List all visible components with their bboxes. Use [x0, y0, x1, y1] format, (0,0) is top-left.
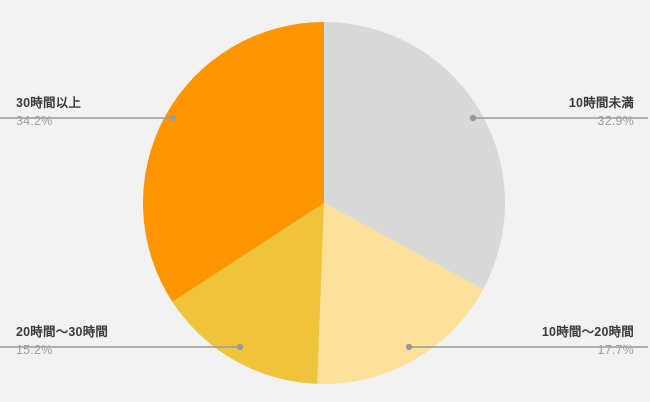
callout-label: 30時間以上 [16, 96, 82, 110]
callout-label: 10時間〜20時間 [541, 325, 634, 339]
leader-line-dot [405, 343, 413, 351]
pie-slice-group [143, 22, 506, 384]
callout-label: 10時間未満 [568, 96, 634, 110]
callout-10-to-20-hours: 10時間〜20時間 17.7% [424, 325, 634, 358]
leader-line-dot [169, 114, 177, 122]
pie-slice [317, 203, 484, 384]
callout-under-10-hours: 10時間未満 32.9% [424, 96, 634, 129]
callout-value: 32.9% [597, 114, 634, 128]
callout-value: 15.2% [16, 343, 53, 357]
pie-slice [324, 22, 506, 290]
leader-line-dot [469, 114, 477, 122]
callout-30-hours-or-more: 30時間以上 34.2% [16, 96, 226, 129]
callout-label: 20時間〜30時間 [16, 325, 109, 339]
callout-value: 17.7% [597, 343, 634, 357]
callout-20-to-30-hours: 20時間〜30時間 15.2% [16, 325, 226, 358]
leader-line-group [0, 114, 648, 351]
callout-value: 34.2% [16, 114, 53, 128]
pie-slice [143, 22, 324, 302]
pie-slice [172, 203, 324, 384]
leader-line-dot [236, 343, 244, 351]
